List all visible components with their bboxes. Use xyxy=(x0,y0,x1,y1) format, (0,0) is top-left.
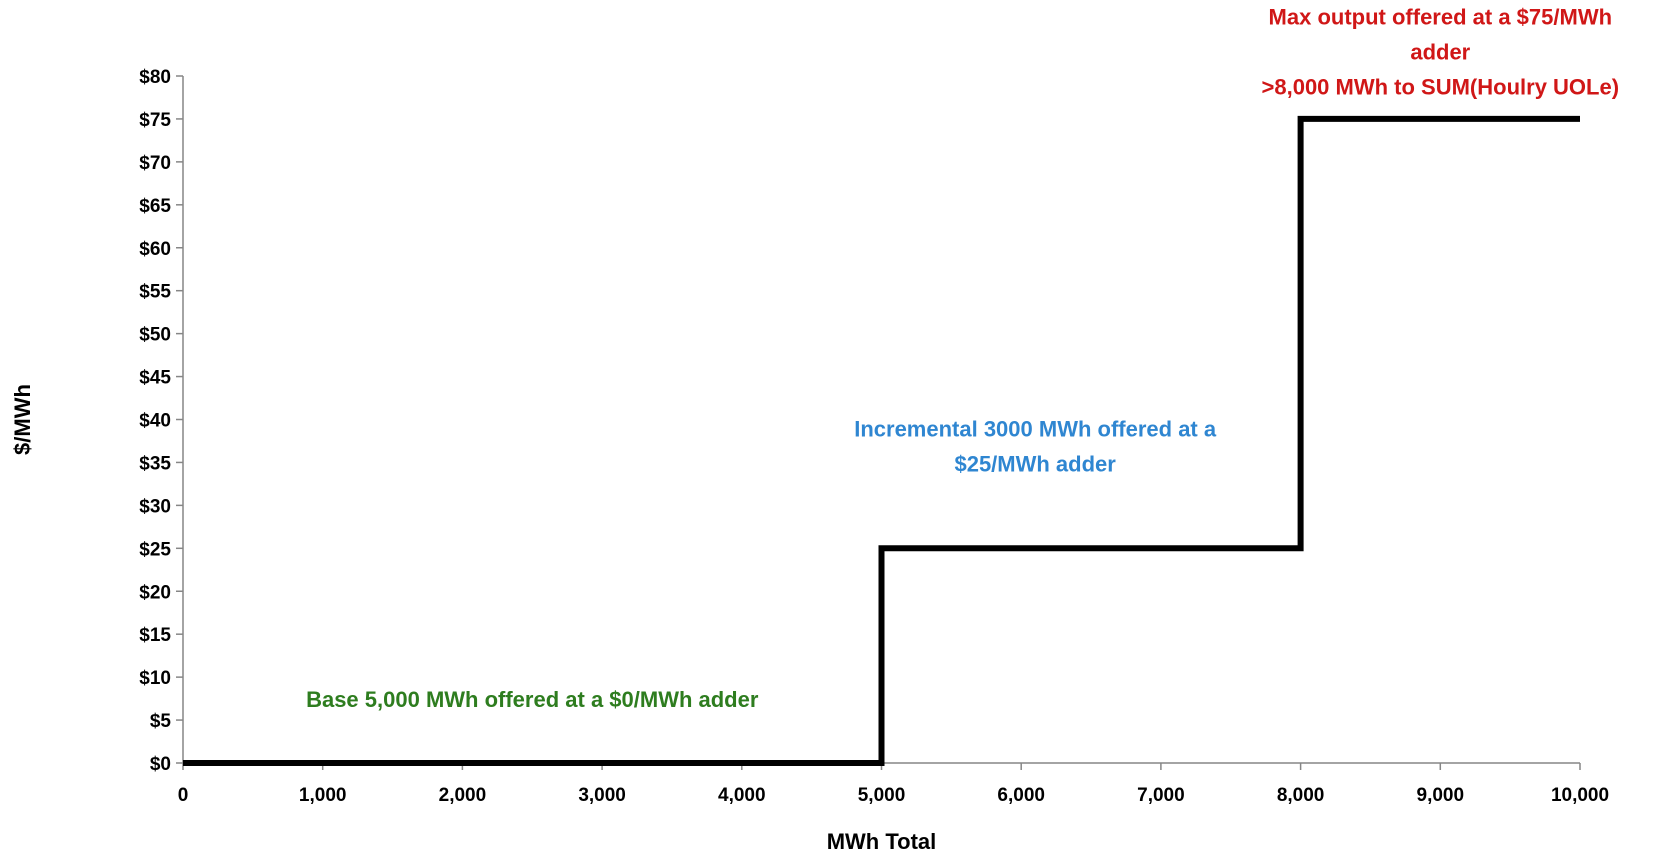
x-axis-ticks: 0 1,000 2,000 3,000 4,000 5,000 6,000 7,000 8,00… xyxy=(178,763,1609,806)
x-tick-label: 1,000 xyxy=(299,785,347,806)
y-tick-label: $20 xyxy=(139,582,171,603)
y-tick-label: $45 xyxy=(139,368,171,389)
series-layer xyxy=(183,115,1580,766)
annotation: Max output offered at a $75/MWh adder >8,0… xyxy=(1262,4,1620,99)
x-tick-label: 7,000 xyxy=(1137,785,1185,806)
annotation-line: Max output offered at a $75/MWh xyxy=(1269,4,1612,29)
series-line xyxy=(183,115,1580,766)
y-tick-label: $15 xyxy=(139,625,171,646)
y-tick-label: $60 xyxy=(139,239,171,260)
x-tick-label: 9,000 xyxy=(1417,785,1465,806)
annotation-line: $25/MWh adder xyxy=(954,452,1116,477)
x-tick-label: 2,000 xyxy=(439,785,487,806)
y-tick-label: $5 xyxy=(150,711,172,732)
x-tick-label: 4,000 xyxy=(718,785,766,806)
y-tick-label: $40 xyxy=(139,411,171,432)
x-tick-label: 5,000 xyxy=(858,785,906,806)
y-tick-label: $30 xyxy=(139,496,171,517)
annotation: Incremental 3000 MWh offered at a $25/MWh… xyxy=(854,417,1217,477)
annotation: Base 5,000 MWh offered at a $0/MWh adder xyxy=(306,687,759,712)
y-tick-label: $10 xyxy=(139,668,171,689)
x-tick-label: 6,000 xyxy=(997,785,1045,806)
y-tick-label: $80 xyxy=(139,67,171,88)
y-tick-label: $65 xyxy=(139,196,171,217)
annotation-line: >8,000 MWh to SUM(Houlry UOLe) xyxy=(1262,74,1620,99)
y-tick-label: $25 xyxy=(139,539,171,560)
y-tick-label: $75 xyxy=(139,110,171,131)
y-tick-label: $50 xyxy=(139,325,171,346)
annotation-line: adder xyxy=(1410,39,1470,64)
annotations: Base 5,000 MWh offered at a $0/MWh adder… xyxy=(306,4,1619,712)
y-tick-label: $0 xyxy=(150,754,171,775)
x-axis-title: MWh Total xyxy=(827,829,937,854)
x-tick-label: 8,000 xyxy=(1277,785,1325,806)
y-tick-label: $35 xyxy=(139,453,171,474)
x-tick-label: 10,000 xyxy=(1551,785,1609,806)
y-axis-ticks: $0 $5 $10 $15 $20 $25 $30 $35 $40 $45 $50 $55 $60 $65… xyxy=(139,67,183,775)
y-tick-label: $55 xyxy=(139,282,171,303)
y-axis-title: $/MWh xyxy=(10,384,35,455)
annotation-line: Base 5,000 MWh offered at a $0/MWh adder xyxy=(306,687,759,712)
x-tick-label: 3,000 xyxy=(578,785,626,806)
annotation-line: Incremental 3000 MWh offered at a xyxy=(854,417,1217,442)
y-tick-label: $70 xyxy=(139,153,171,174)
x-tick-label: 0 xyxy=(178,785,189,806)
